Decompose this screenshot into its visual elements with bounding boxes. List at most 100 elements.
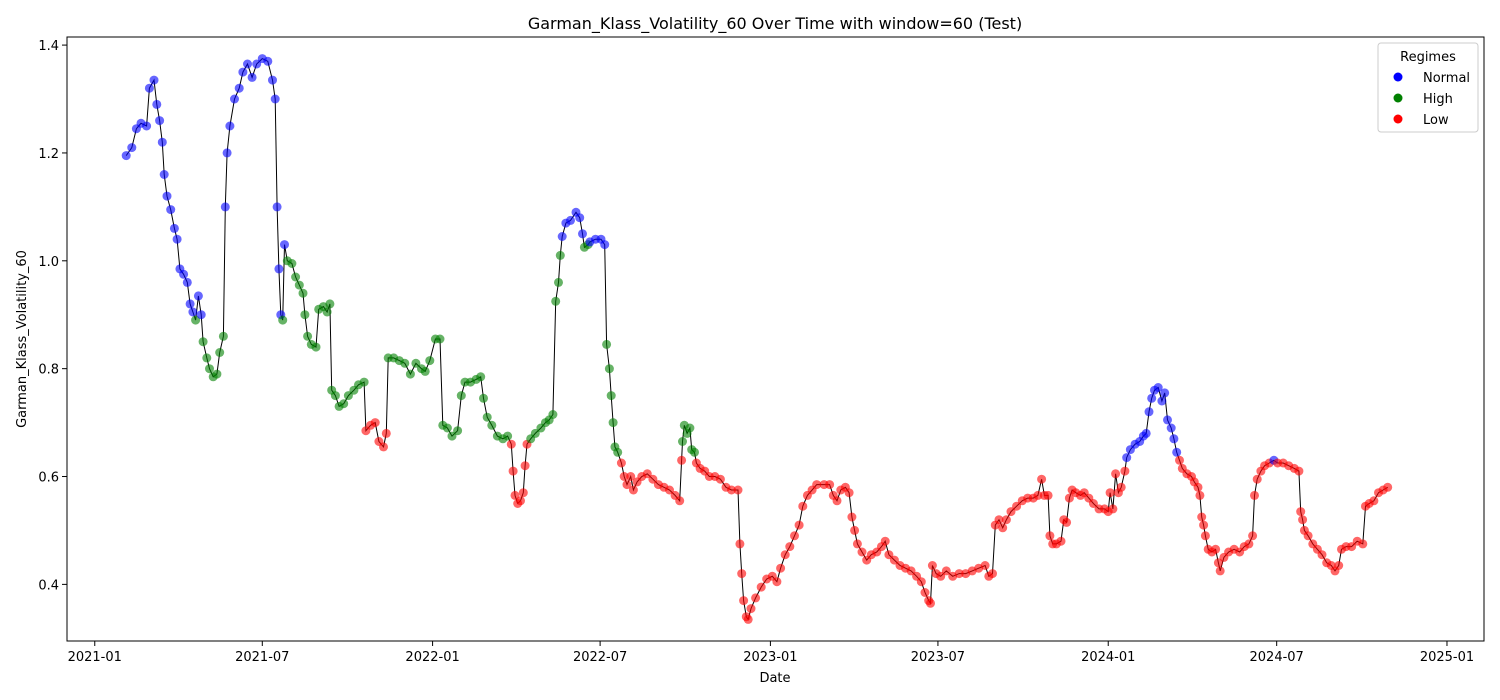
data-point-low	[677, 455, 687, 465]
data-point-low	[1193, 482, 1203, 492]
data-point-normal	[1160, 388, 1170, 398]
legend-title: Regimes	[1400, 50, 1456, 65]
data-point-high	[551, 296, 561, 306]
data-point-low	[889, 555, 899, 565]
data-point-low	[628, 485, 638, 495]
x-tick-label: 2022-01	[405, 650, 459, 665]
y-tick-label: 1.2	[38, 147, 59, 162]
data-point-high	[548, 410, 558, 419]
data-point-low	[727, 485, 736, 495]
data-point-low	[994, 515, 1004, 525]
data-point-normal	[1166, 423, 1176, 433]
data-point-high	[602, 339, 612, 349]
data-point-low	[1211, 544, 1221, 554]
data-point-normal	[159, 170, 169, 179]
x-tick-label: 2024-07	[1250, 650, 1304, 665]
data-point-low	[1064, 493, 1074, 503]
data-point-low	[825, 480, 835, 490]
data-point-high	[604, 364, 614, 374]
data-point-high	[420, 366, 430, 376]
legend-marker-normal	[1393, 72, 1403, 82]
data-point-low	[737, 569, 747, 579]
data-point-high	[218, 331, 228, 341]
data-point-high	[442, 423, 452, 433]
data-point-low	[616, 458, 626, 468]
data-point-high	[278, 315, 288, 325]
data-point-high	[325, 299, 335, 309]
data-point-low	[1006, 507, 1016, 517]
data-point-normal	[1163, 415, 1172, 425]
data-point-normal	[1172, 447, 1182, 457]
data-point-high	[343, 391, 353, 401]
data-point-low	[1001, 515, 1011, 525]
data-point-low	[642, 469, 652, 479]
legend-label-high: High	[1423, 92, 1453, 107]
data-point-low	[941, 566, 951, 576]
data-point-normal	[121, 151, 131, 161]
data-point-high	[476, 372, 486, 382]
data-point-low	[980, 561, 990, 570]
plot-area	[66, 36, 1485, 642]
data-point-low	[715, 474, 725, 484]
data-point-low	[735, 539, 745, 549]
data-point-low	[884, 550, 894, 560]
data-point-low	[798, 501, 808, 511]
data-point-low	[920, 588, 930, 597]
data-point-high	[685, 423, 695, 433]
data-point-low	[998, 523, 1008, 533]
data-point-low	[1056, 536, 1066, 546]
data-point-low	[880, 536, 890, 546]
data-point-high	[613, 447, 623, 457]
data-point-low	[776, 563, 786, 573]
data-point-high	[606, 391, 616, 401]
data-point-low	[794, 520, 804, 530]
data-point-low	[927, 561, 937, 570]
data-point-low	[675, 496, 685, 506]
data-point-high	[215, 348, 225, 357]
data-point-high	[294, 280, 304, 290]
data-point-low	[743, 614, 753, 624]
data-point-low	[1334, 561, 1344, 570]
data-point-normal	[144, 83, 154, 93]
legend-box	[1377, 42, 1479, 133]
data-point-normal	[252, 59, 262, 69]
data-point-normal	[600, 240, 610, 250]
data-point-high	[405, 369, 415, 379]
data-point-normal	[172, 234, 182, 244]
y-axis-title: Garman_Klass_Volatility_60	[15, 250, 30, 428]
data-point-normal	[578, 229, 587, 239]
y-axis: 0.4 0.6 0.8 1.0 1.2 1.4	[38, 39, 67, 593]
data-point-normal	[1122, 453, 1132, 463]
data-point-high	[487, 420, 497, 430]
x-tick-label: 2022-07	[573, 650, 627, 665]
data-point-normal	[557, 232, 567, 241]
data-point-normal	[1147, 393, 1157, 403]
data-points-layer	[121, 54, 1393, 624]
data-point-low	[857, 547, 867, 557]
data-point-high	[530, 428, 540, 438]
data-point-low	[1252, 474, 1262, 484]
data-point-low	[1317, 550, 1327, 560]
data-point-low	[510, 490, 520, 500]
data-point-normal	[238, 67, 248, 77]
data-point-low	[852, 539, 862, 549]
data-point-low	[1294, 466, 1304, 476]
data-point-low	[370, 418, 380, 428]
data-point-low	[1045, 531, 1055, 541]
data-point-normal	[179, 269, 189, 279]
data-point-high	[447, 431, 457, 441]
data-point-low	[1369, 496, 1379, 506]
data-point-low	[1358, 539, 1368, 549]
data-point-normal	[222, 148, 232, 158]
data-point-low	[1043, 490, 1053, 500]
data-point-normal	[196, 310, 206, 320]
data-point-low	[648, 474, 658, 484]
data-point-low	[1037, 474, 1047, 484]
data-point-normal	[566, 215, 575, 225]
data-point-low	[954, 569, 964, 579]
data-point-normal	[268, 75, 277, 85]
data-point-high	[503, 431, 513, 441]
data-point-low	[619, 472, 629, 481]
data-point-high	[202, 353, 212, 363]
y-tick-label: 0.6	[38, 471, 59, 486]
